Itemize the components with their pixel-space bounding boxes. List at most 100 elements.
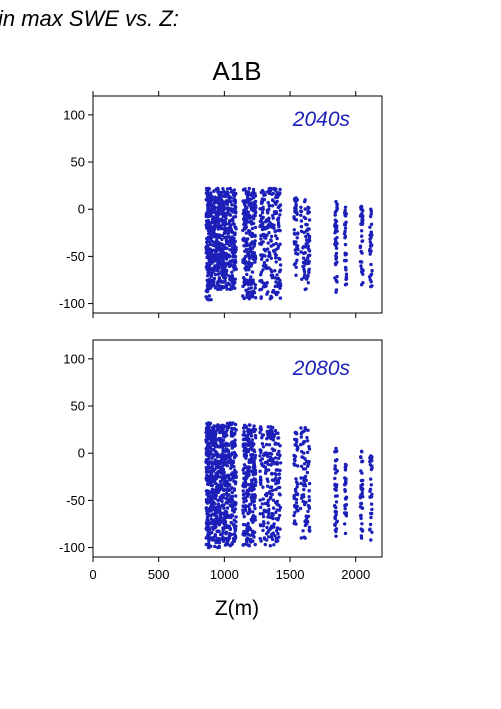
scatter-point bbox=[294, 204, 298, 208]
scatter-point bbox=[278, 453, 282, 458]
scatter-point bbox=[343, 531, 348, 536]
scatter-point bbox=[210, 448, 214, 452]
scatter-point bbox=[258, 478, 263, 482]
scatter-point bbox=[303, 261, 307, 265]
scatter-point bbox=[242, 426, 246, 430]
scatter-point bbox=[232, 536, 236, 541]
scatter-point bbox=[294, 196, 298, 200]
scatter-point bbox=[301, 476, 306, 480]
scatter-point bbox=[205, 445, 209, 450]
panel-label: 2040s bbox=[292, 108, 351, 131]
scatter-point bbox=[307, 218, 312, 222]
scatter-point bbox=[219, 287, 223, 291]
scatter-point bbox=[359, 513, 363, 518]
scatter-point bbox=[230, 490, 234, 495]
scatter-point bbox=[233, 468, 237, 472]
scatter-point bbox=[242, 430, 246, 434]
scatter-point bbox=[368, 214, 373, 219]
scatter-point bbox=[224, 530, 229, 534]
scatter-point bbox=[299, 464, 304, 468]
scatter-point bbox=[277, 513, 282, 518]
scatter-point bbox=[212, 200, 216, 204]
scatter-point bbox=[294, 430, 298, 435]
scatter-point bbox=[209, 298, 213, 302]
scatter-point bbox=[211, 479, 215, 484]
scatter-point bbox=[204, 246, 209, 251]
scatter-point bbox=[261, 445, 266, 449]
scatter-point bbox=[368, 460, 372, 464]
scatter-points bbox=[204, 421, 374, 550]
scatter-point bbox=[344, 497, 348, 501]
scatter-point bbox=[344, 481, 348, 485]
scatter-point bbox=[359, 222, 363, 226]
scatter-point bbox=[233, 200, 238, 204]
scatter-point bbox=[229, 466, 233, 470]
scatter-point bbox=[275, 273, 279, 277]
scatter-point bbox=[253, 506, 257, 511]
scatter-point bbox=[209, 261, 214, 265]
scatter-point bbox=[206, 421, 211, 425]
scatter-point bbox=[241, 437, 246, 442]
scatter-point bbox=[204, 498, 209, 502]
scatter-point bbox=[304, 258, 308, 262]
scatter-point bbox=[225, 261, 229, 266]
scatter-point bbox=[226, 539, 230, 543]
scatter-point bbox=[225, 515, 230, 519]
scatter-point bbox=[216, 287, 220, 292]
scatter-point bbox=[210, 439, 214, 444]
scatter-point bbox=[207, 197, 211, 202]
scatter-point bbox=[295, 480, 299, 484]
scatter-point bbox=[370, 507, 374, 512]
scatter-point bbox=[262, 464, 266, 468]
scatter-point bbox=[232, 210, 236, 214]
scatter-point bbox=[306, 464, 310, 468]
scatter-point bbox=[266, 241, 270, 245]
scatter-point bbox=[219, 255, 223, 260]
scatter-point bbox=[220, 237, 224, 242]
scatter-point bbox=[204, 506, 209, 510]
scatter-point bbox=[360, 239, 364, 243]
scatter-point bbox=[205, 255, 209, 260]
x-tick-label: 500 bbox=[148, 567, 170, 582]
scatter-point bbox=[230, 190, 234, 194]
scatter-point bbox=[265, 484, 270, 488]
scatter-point bbox=[211, 282, 215, 286]
scatter-point bbox=[250, 529, 255, 533]
scatter-point bbox=[228, 544, 232, 548]
scatter-point bbox=[228, 457, 233, 462]
scatter-point bbox=[368, 237, 372, 241]
scatter-point bbox=[248, 538, 252, 542]
scatter-point bbox=[269, 222, 273, 227]
scatter-point bbox=[213, 458, 217, 462]
scatter-point bbox=[369, 515, 373, 520]
scatter-point bbox=[368, 252, 372, 256]
scatter-point bbox=[273, 229, 277, 234]
scatter-point bbox=[205, 190, 210, 194]
scatter-point bbox=[259, 257, 264, 261]
scatter-point bbox=[247, 469, 251, 473]
scatter-point bbox=[361, 268, 365, 273]
scatter-point bbox=[207, 294, 212, 298]
scatter-point bbox=[262, 536, 267, 540]
scatter-point bbox=[242, 226, 247, 230]
scatter-point bbox=[234, 267, 238, 271]
scatter-point bbox=[303, 520, 307, 524]
scatter-point bbox=[231, 253, 236, 257]
scatter-point bbox=[228, 237, 232, 242]
scatter-point bbox=[260, 188, 265, 193]
scatter-point bbox=[230, 451, 234, 455]
scatter-point bbox=[248, 262, 252, 266]
scatter-point bbox=[234, 475, 238, 479]
scatter-point bbox=[369, 230, 373, 234]
scatter-point bbox=[252, 518, 256, 522]
scatter-point bbox=[306, 253, 311, 258]
scatter-point bbox=[246, 250, 250, 255]
scatter-point bbox=[266, 468, 271, 472]
scatter-point bbox=[276, 290, 280, 295]
scatter-point bbox=[220, 503, 225, 507]
scatter-point bbox=[223, 191, 227, 196]
scatter-point bbox=[253, 428, 258, 432]
scatter-point bbox=[333, 458, 338, 463]
scatter-point bbox=[307, 525, 312, 529]
scatter-point bbox=[266, 521, 270, 525]
